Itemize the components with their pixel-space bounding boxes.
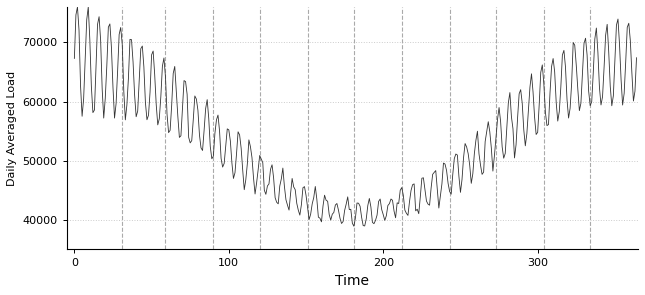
Y-axis label: Daily Averaged Load: Daily Averaged Load (7, 71, 17, 186)
X-axis label: Time: Time (335, 274, 370, 288)
